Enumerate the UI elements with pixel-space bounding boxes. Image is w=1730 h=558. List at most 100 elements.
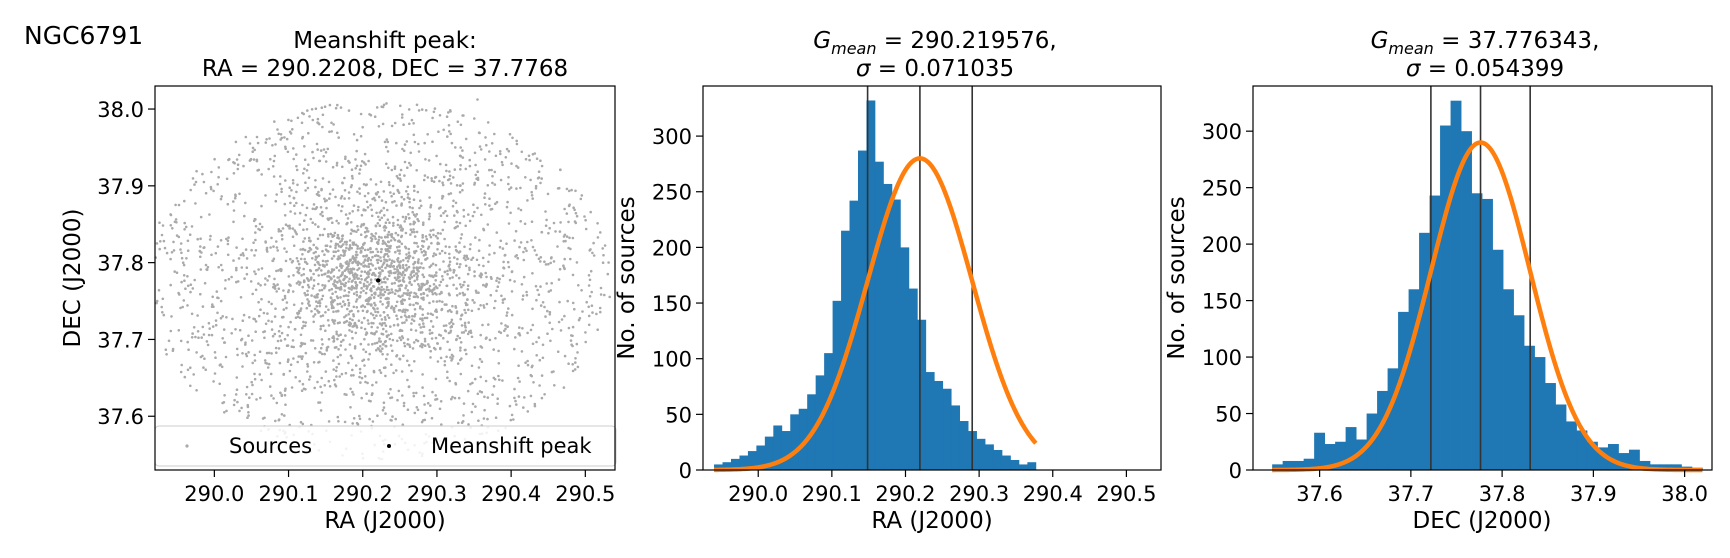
source-point	[332, 337, 336, 340]
source-point	[544, 315, 547, 318]
source-point	[337, 136, 341, 139]
source-point	[565, 187, 569, 191]
source-point	[359, 233, 363, 236]
source-point	[403, 314, 407, 317]
source-point	[389, 344, 393, 347]
source-point	[389, 239, 393, 242]
dec-hist-bar	[1387, 368, 1399, 470]
source-point	[325, 244, 329, 247]
source-point	[546, 192, 550, 196]
source-point	[507, 182, 510, 186]
source-point	[409, 303, 412, 306]
source-point	[504, 327, 507, 331]
source-point	[344, 213, 348, 216]
source-point	[306, 283, 310, 287]
source-point	[501, 301, 505, 304]
source-point	[223, 411, 226, 414]
source-point	[510, 413, 514, 417]
source-point	[360, 286, 363, 290]
source-point	[340, 244, 344, 248]
source-point	[264, 322, 268, 326]
source-point	[257, 268, 260, 271]
source-point	[441, 228, 445, 232]
source-point	[223, 341, 226, 344]
source-point	[334, 369, 338, 373]
source-point	[535, 253, 538, 257]
source-point	[493, 132, 496, 136]
source-point	[493, 306, 496, 310]
source-point	[448, 263, 451, 267]
source-point	[242, 254, 245, 257]
source-point	[403, 341, 406, 345]
source-point	[372, 285, 376, 288]
source-point	[342, 300, 345, 303]
source-point	[296, 116, 300, 120]
source-point	[505, 147, 509, 151]
source-point	[273, 154, 277, 158]
source-point	[363, 194, 367, 198]
source-point	[458, 241, 461, 244]
source-point	[478, 131, 481, 135]
source-point	[380, 209, 383, 212]
source-point	[265, 138, 268, 141]
source-point	[358, 172, 361, 175]
scatter-xtick-label: 290.2	[333, 482, 393, 506]
source-point	[363, 230, 367, 234]
source-point	[531, 153, 535, 156]
source-point	[351, 177, 354, 180]
source-point	[301, 355, 304, 358]
source-point	[307, 302, 310, 305]
source-point	[339, 344, 343, 347]
source-point	[431, 325, 435, 328]
source-point	[315, 206, 319, 209]
source-point	[356, 190, 359, 194]
source-point	[436, 231, 440, 235]
source-point	[344, 348, 347, 351]
source-point	[562, 266, 566, 270]
source-point	[319, 409, 323, 412]
source-point	[279, 391, 282, 395]
source-point	[302, 228, 305, 231]
source-point	[606, 272, 610, 276]
source-point	[287, 275, 291, 278]
source-point	[306, 298, 309, 301]
source-point	[270, 328, 274, 331]
source-point	[362, 222, 366, 226]
source-point	[241, 319, 245, 323]
source-point	[288, 194, 291, 198]
source-point	[355, 421, 359, 425]
source-point	[548, 226, 551, 230]
source-point	[362, 358, 366, 362]
source-point	[501, 298, 505, 302]
source-point	[445, 115, 449, 118]
source-point	[359, 164, 363, 168]
source-point	[267, 319, 270, 323]
source-point	[298, 223, 302, 226]
source-point	[246, 405, 250, 409]
legend-peak-marker	[387, 444, 391, 448]
source-point	[420, 345, 424, 349]
source-point	[506, 325, 509, 329]
source-point	[263, 283, 267, 286]
source-point	[467, 423, 470, 426]
source-point	[462, 208, 466, 212]
source-point	[247, 411, 250, 414]
source-point	[562, 386, 566, 389]
source-point	[295, 282, 299, 285]
dec-hist-bar	[1566, 421, 1577, 470]
source-point	[347, 262, 351, 265]
source-point	[331, 304, 334, 308]
source-point	[587, 305, 590, 309]
source-point	[480, 346, 484, 349]
source-point	[371, 383, 374, 387]
source-point	[403, 174, 406, 177]
source-point	[513, 280, 516, 283]
source-point	[162, 239, 166, 243]
source-point	[250, 248, 253, 252]
dec-hist-ytick-label: 100	[1202, 346, 1242, 370]
source-point	[385, 285, 389, 289]
source-point	[327, 308, 330, 312]
source-point	[567, 246, 570, 250]
source-point	[265, 248, 269, 252]
source-point	[273, 120, 276, 123]
